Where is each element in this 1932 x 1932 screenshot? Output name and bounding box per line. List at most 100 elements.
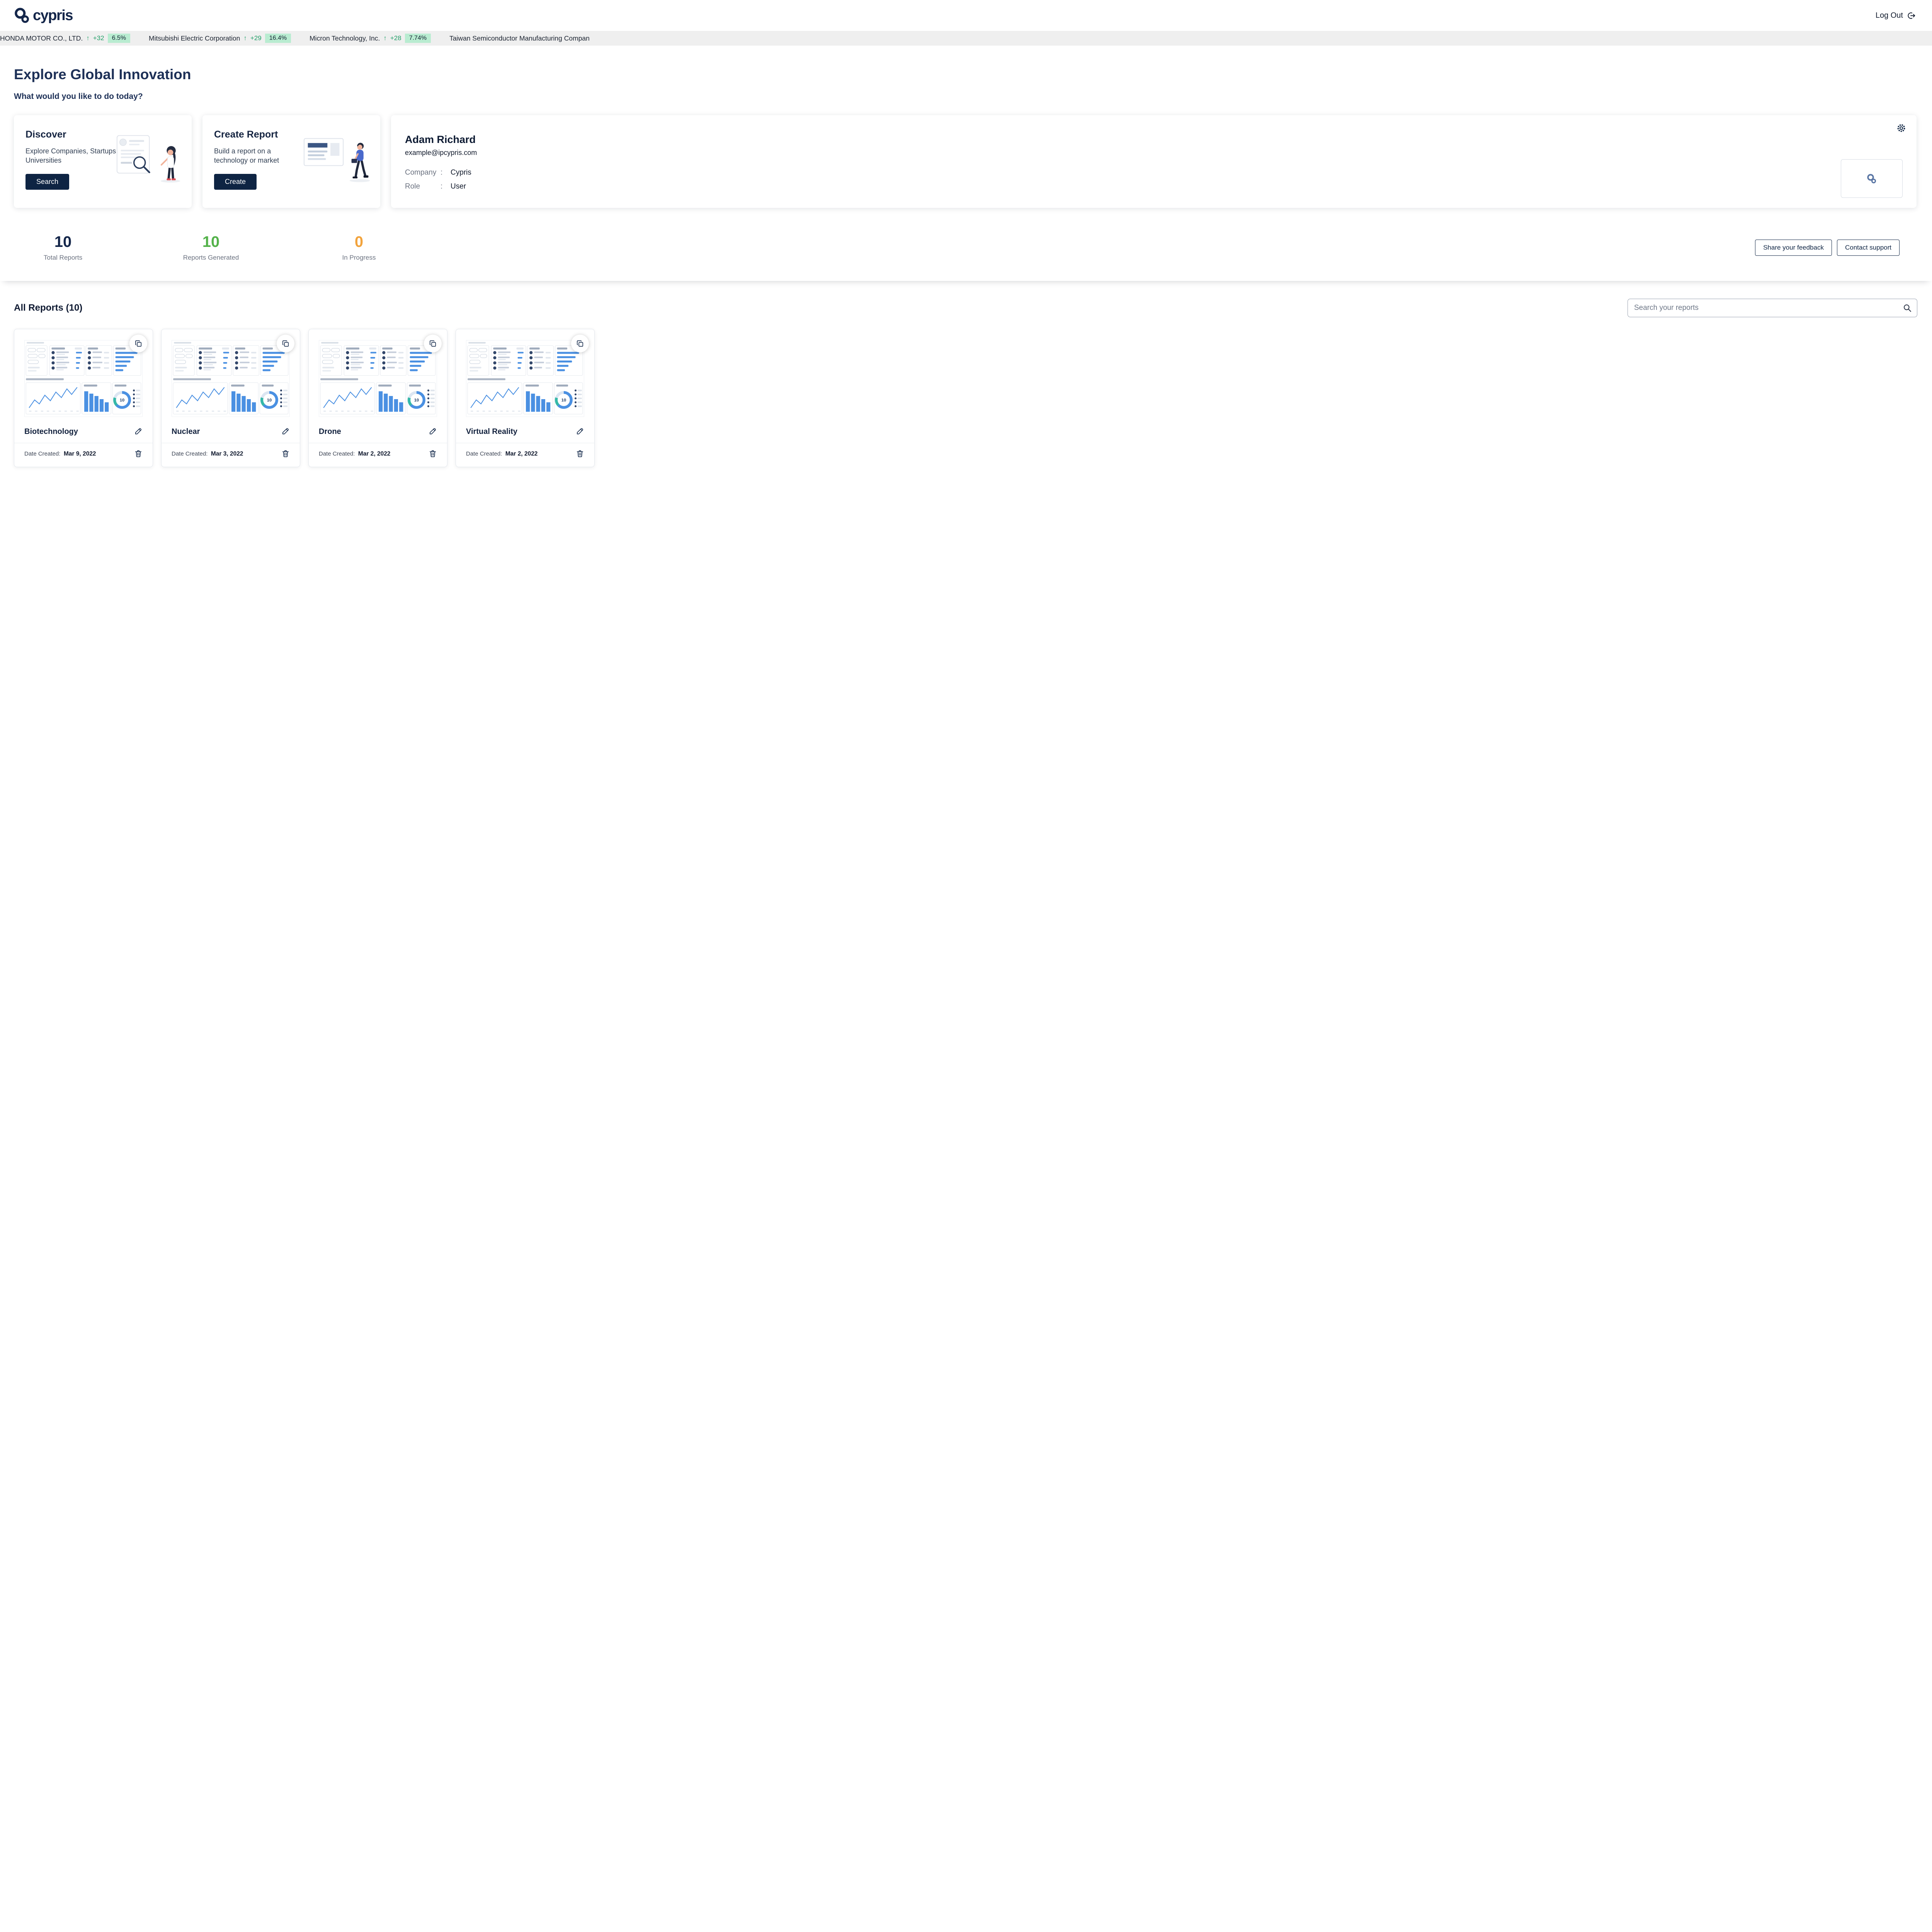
ticker-percent-badge: 6.5% — [108, 34, 130, 43]
create-report-illustration — [303, 133, 375, 186]
up-arrow-icon: ↑ — [243, 34, 247, 42]
stat-label: Reports Generated — [172, 254, 250, 262]
create-report-card: Create Report Build a report on a techno… — [202, 115, 380, 208]
report-card: Nuclear Date Created: Mar 3, 2022 — [161, 329, 300, 467]
stat-total-reports: 10 Total Reports — [24, 233, 102, 262]
report-title: Biotechnology — [24, 427, 78, 436]
role-label: Role — [405, 182, 440, 191]
search-button[interactable]: Search — [26, 174, 69, 190]
ticker-company-name: Micron Technology, Inc. — [310, 34, 380, 43]
ticker-change: +32 — [93, 34, 104, 42]
profile-role-row: Role : User — [405, 182, 1903, 191]
profile-email: example@ipcypris.com — [405, 149, 1903, 157]
page-subtitle: What would you like to do today? — [14, 92, 1918, 101]
edit-report-button[interactable] — [576, 427, 584, 437]
all-reports-section: All Reports (10) Biotechnology Date — [0, 281, 1932, 483]
logout-button[interactable]: Log Out — [1876, 11, 1916, 20]
report-date-row: Date Created: Mar 2, 2022 — [456, 443, 594, 467]
share-feedback-button[interactable]: Share your feedback — [1755, 240, 1832, 256]
reports-heading: All Reports (10) — [14, 303, 82, 313]
dashboard-top-section: Explore Global Innovation What would you… — [0, 46, 1932, 281]
reports-search — [1628, 299, 1917, 317]
copy-icon — [576, 340, 584, 348]
edit-report-button[interactable] — [429, 427, 437, 437]
date-created-label: Date Created: — [466, 451, 502, 457]
stat-reports-generated: 10 Reports Generated — [172, 233, 250, 262]
header: cypris Log Out — [0, 0, 1932, 31]
profile-details: Company : Cypris Role : User — [405, 168, 1903, 191]
edit-report-button[interactable] — [281, 427, 290, 437]
date-created-value: Mar 2, 2022 — [358, 451, 391, 457]
stat-value: 10 — [24, 233, 102, 251]
trash-icon — [429, 449, 437, 458]
company-logo-box — [1841, 159, 1903, 198]
date-created-value: Mar 9, 2022 — [64, 451, 96, 457]
trash-icon — [576, 449, 584, 458]
support-buttons: Share your feedback Contact support — [1755, 240, 1900, 256]
stat-value: 0 — [320, 233, 398, 251]
ticker-change: +28 — [390, 34, 401, 42]
date-created-label: Date Created: — [172, 451, 207, 457]
ticker-company-name: HONDA MOTOR CO., LTD. — [0, 34, 83, 43]
hero: Explore Global Innovation What would you… — [0, 46, 1932, 101]
edit-pencil-icon — [576, 427, 584, 435]
separator: : — [440, 168, 451, 177]
report-title-row: Virtual Reality — [456, 421, 594, 443]
edit-report-button[interactable] — [134, 427, 143, 437]
report-title-row: Drone — [309, 421, 447, 443]
discover-description: Explore Companies, Startups & Universiti… — [26, 146, 124, 165]
role-value: User — [451, 182, 466, 191]
action-cards-row: Discover Explore Companies, Startups & U… — [0, 115, 1932, 208]
trash-icon — [134, 449, 143, 458]
ticker-item: Micron Technology, Inc. ↑ +28 7.74% — [310, 34, 431, 43]
search-icon — [1903, 303, 1912, 313]
ticker-company-name: Mitsubishi Electric Corporation — [149, 34, 240, 43]
report-title-row: Biotechnology — [14, 421, 153, 443]
profile-company-row: Company : Cypris — [405, 168, 1903, 177]
up-arrow-icon: ↑ — [383, 34, 387, 42]
company-label: Company — [405, 168, 440, 177]
ticker-percent-badge: 7.74% — [405, 34, 431, 43]
ticker-item: HONDA MOTOR CO., LTD. ↑ +32 6.5% — [0, 34, 130, 43]
report-title-row: Nuclear — [162, 421, 300, 443]
stat-label: In Progress — [320, 254, 398, 262]
contact-support-button[interactable]: Contact support — [1837, 240, 1900, 256]
copy-icon — [429, 340, 437, 348]
logout-label: Log Out — [1876, 11, 1903, 20]
discover-illustration — [115, 133, 186, 186]
delete-report-button[interactable] — [281, 449, 290, 459]
cypris-logo-icon — [14, 7, 30, 24]
reports-header: All Reports (10) — [0, 299, 1932, 317]
logout-icon — [1907, 11, 1916, 20]
date-created-value: Mar 2, 2022 — [505, 451, 538, 457]
gear-icon — [1896, 123, 1906, 133]
page-title: Explore Global Innovation — [14, 66, 1918, 83]
delete-report-button[interactable] — [576, 449, 584, 459]
copy-report-button[interactable] — [424, 335, 442, 352]
profile-name: Adam Richard — [405, 134, 1903, 146]
brand-logo[interactable]: cypris — [14, 7, 73, 24]
report-date-row: Date Created: Mar 3, 2022 — [162, 443, 300, 467]
search-input[interactable] — [1628, 299, 1917, 317]
copy-icon — [282, 340, 290, 348]
ticker-item: Mitsubishi Electric Corporation ↑ +29 16… — [149, 34, 291, 43]
copy-report-button[interactable] — [277, 335, 294, 352]
copy-report-button[interactable] — [129, 335, 147, 352]
delete-report-button[interactable] — [134, 449, 143, 459]
discover-card: Discover Explore Companies, Startups & U… — [14, 115, 192, 208]
stat-value: 10 — [172, 233, 250, 251]
report-date-row: Date Created: Mar 2, 2022 — [309, 443, 447, 467]
report-title: Drone — [319, 427, 341, 436]
create-button[interactable]: Create — [214, 174, 257, 190]
settings-button[interactable] — [1896, 123, 1906, 134]
delete-report-button[interactable] — [429, 449, 437, 459]
report-card: Virtual Reality Date Created: Mar 2, 202… — [456, 329, 595, 467]
stat-in-progress: 0 In Progress — [320, 233, 398, 262]
report-grid: Biotechnology Date Created: Mar 9, 2022 — [0, 329, 1932, 467]
separator: : — [440, 182, 451, 191]
company-value: Cypris — [451, 168, 471, 177]
report-date: Date Created: Mar 3, 2022 — [172, 451, 243, 457]
copy-icon — [134, 340, 143, 348]
copy-report-button[interactable] — [571, 335, 589, 352]
date-created-label: Date Created: — [319, 451, 355, 457]
